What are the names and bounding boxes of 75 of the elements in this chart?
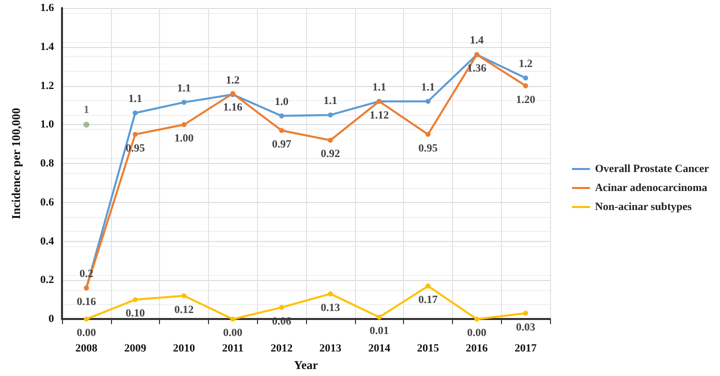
x-tick-label: 2015 bbox=[417, 342, 440, 355]
point bbox=[279, 113, 284, 118]
x-tick-label: 2016 bbox=[466, 342, 488, 355]
data-label: 1.1 bbox=[177, 82, 191, 94]
data-label: 0.95 bbox=[418, 142, 438, 154]
data-label: 0.13 bbox=[320, 302, 341, 314]
point bbox=[279, 304, 284, 310]
legend-label: Non-acinar subtypes bbox=[594, 201, 692, 213]
y-tick-label: 0.2 bbox=[40, 274, 54, 286]
data-label: 1.1 bbox=[372, 81, 386, 94]
x-tick-label: 2010 bbox=[173, 342, 196, 355]
y-tick-label: 0 bbox=[48, 313, 54, 326]
x-tick-label: 2013 bbox=[319, 342, 342, 355]
point bbox=[84, 316, 89, 322]
data-label: 1.0 bbox=[274, 96, 289, 108]
data-label: 0.17 bbox=[418, 294, 438, 306]
data-label: 0.92 bbox=[320, 148, 341, 160]
x-tick-label: 2011 bbox=[222, 342, 244, 355]
data-label: 1.1 bbox=[421, 81, 435, 94]
point bbox=[474, 316, 480, 322]
x-tick-label: 2012 bbox=[270, 342, 294, 355]
y-tick-label: 1.4 bbox=[40, 40, 54, 53]
point bbox=[230, 316, 236, 322]
data-label: 0.03 bbox=[516, 321, 536, 334]
legend-label: Acinar adenocarcinoma bbox=[594, 182, 708, 194]
point bbox=[83, 122, 90, 128]
point bbox=[523, 76, 528, 80]
data-label: 1.1 bbox=[128, 92, 142, 105]
point bbox=[182, 293, 186, 298]
point bbox=[426, 132, 430, 137]
y-tick-label: 1.6 bbox=[40, 2, 54, 14]
point bbox=[132, 297, 138, 302]
data-label: 1.00 bbox=[174, 132, 194, 145]
y-tick-label: 0.8 bbox=[40, 158, 54, 170]
data-label: 0.12 bbox=[174, 304, 194, 316]
legend-label: Overall Prostate Cancer bbox=[594, 163, 710, 175]
x-tick-label: 2009 bbox=[124, 342, 147, 355]
data-label: 1.4 bbox=[470, 34, 484, 47]
data-label: 0.01 bbox=[370, 325, 389, 338]
point bbox=[376, 314, 382, 320]
y-tick-label: 0.6 bbox=[40, 196, 54, 208]
y-axis-title: Incidence per 100,000 bbox=[9, 108, 23, 220]
y-tick-label: 1.2 bbox=[40, 80, 54, 92]
data-label: 0.10 bbox=[126, 308, 146, 320]
data-label: 1.16 bbox=[223, 102, 243, 114]
point bbox=[182, 122, 186, 128]
data-label: 1 bbox=[84, 104, 90, 116]
x-tick-label: 2008 bbox=[75, 342, 98, 355]
point bbox=[328, 112, 333, 118]
y-tick-label: 0.4 bbox=[40, 235, 54, 248]
data-label: 0.00 bbox=[76, 327, 97, 340]
point bbox=[328, 138, 333, 143]
y-tick-label: 1.0 bbox=[40, 118, 54, 131]
data-label: 1.12 bbox=[370, 109, 390, 122]
data-label: 0.00 bbox=[223, 327, 243, 340]
point bbox=[279, 128, 284, 133]
point bbox=[426, 98, 430, 104]
point bbox=[328, 291, 333, 296]
point bbox=[426, 284, 430, 289]
x-tick-label: 2017 bbox=[514, 342, 538, 355]
data-label: 0.00 bbox=[467, 327, 487, 340]
data-label: 1.2 bbox=[226, 74, 240, 87]
point bbox=[523, 83, 528, 88]
point bbox=[182, 100, 186, 105]
x-axis-title: Year bbox=[294, 358, 319, 372]
point bbox=[132, 132, 138, 137]
data-label: 1.1 bbox=[324, 94, 338, 107]
data-label: 0.16 bbox=[76, 296, 97, 308]
data-label: 0.97 bbox=[272, 138, 292, 150]
point bbox=[523, 310, 528, 316]
data-label: 1.20 bbox=[516, 94, 536, 106]
data-label: 1.36 bbox=[467, 62, 487, 75]
data-label: 1.2 bbox=[518, 58, 533, 70]
point bbox=[132, 110, 138, 116]
x-tick-label: 2014 bbox=[368, 342, 391, 355]
